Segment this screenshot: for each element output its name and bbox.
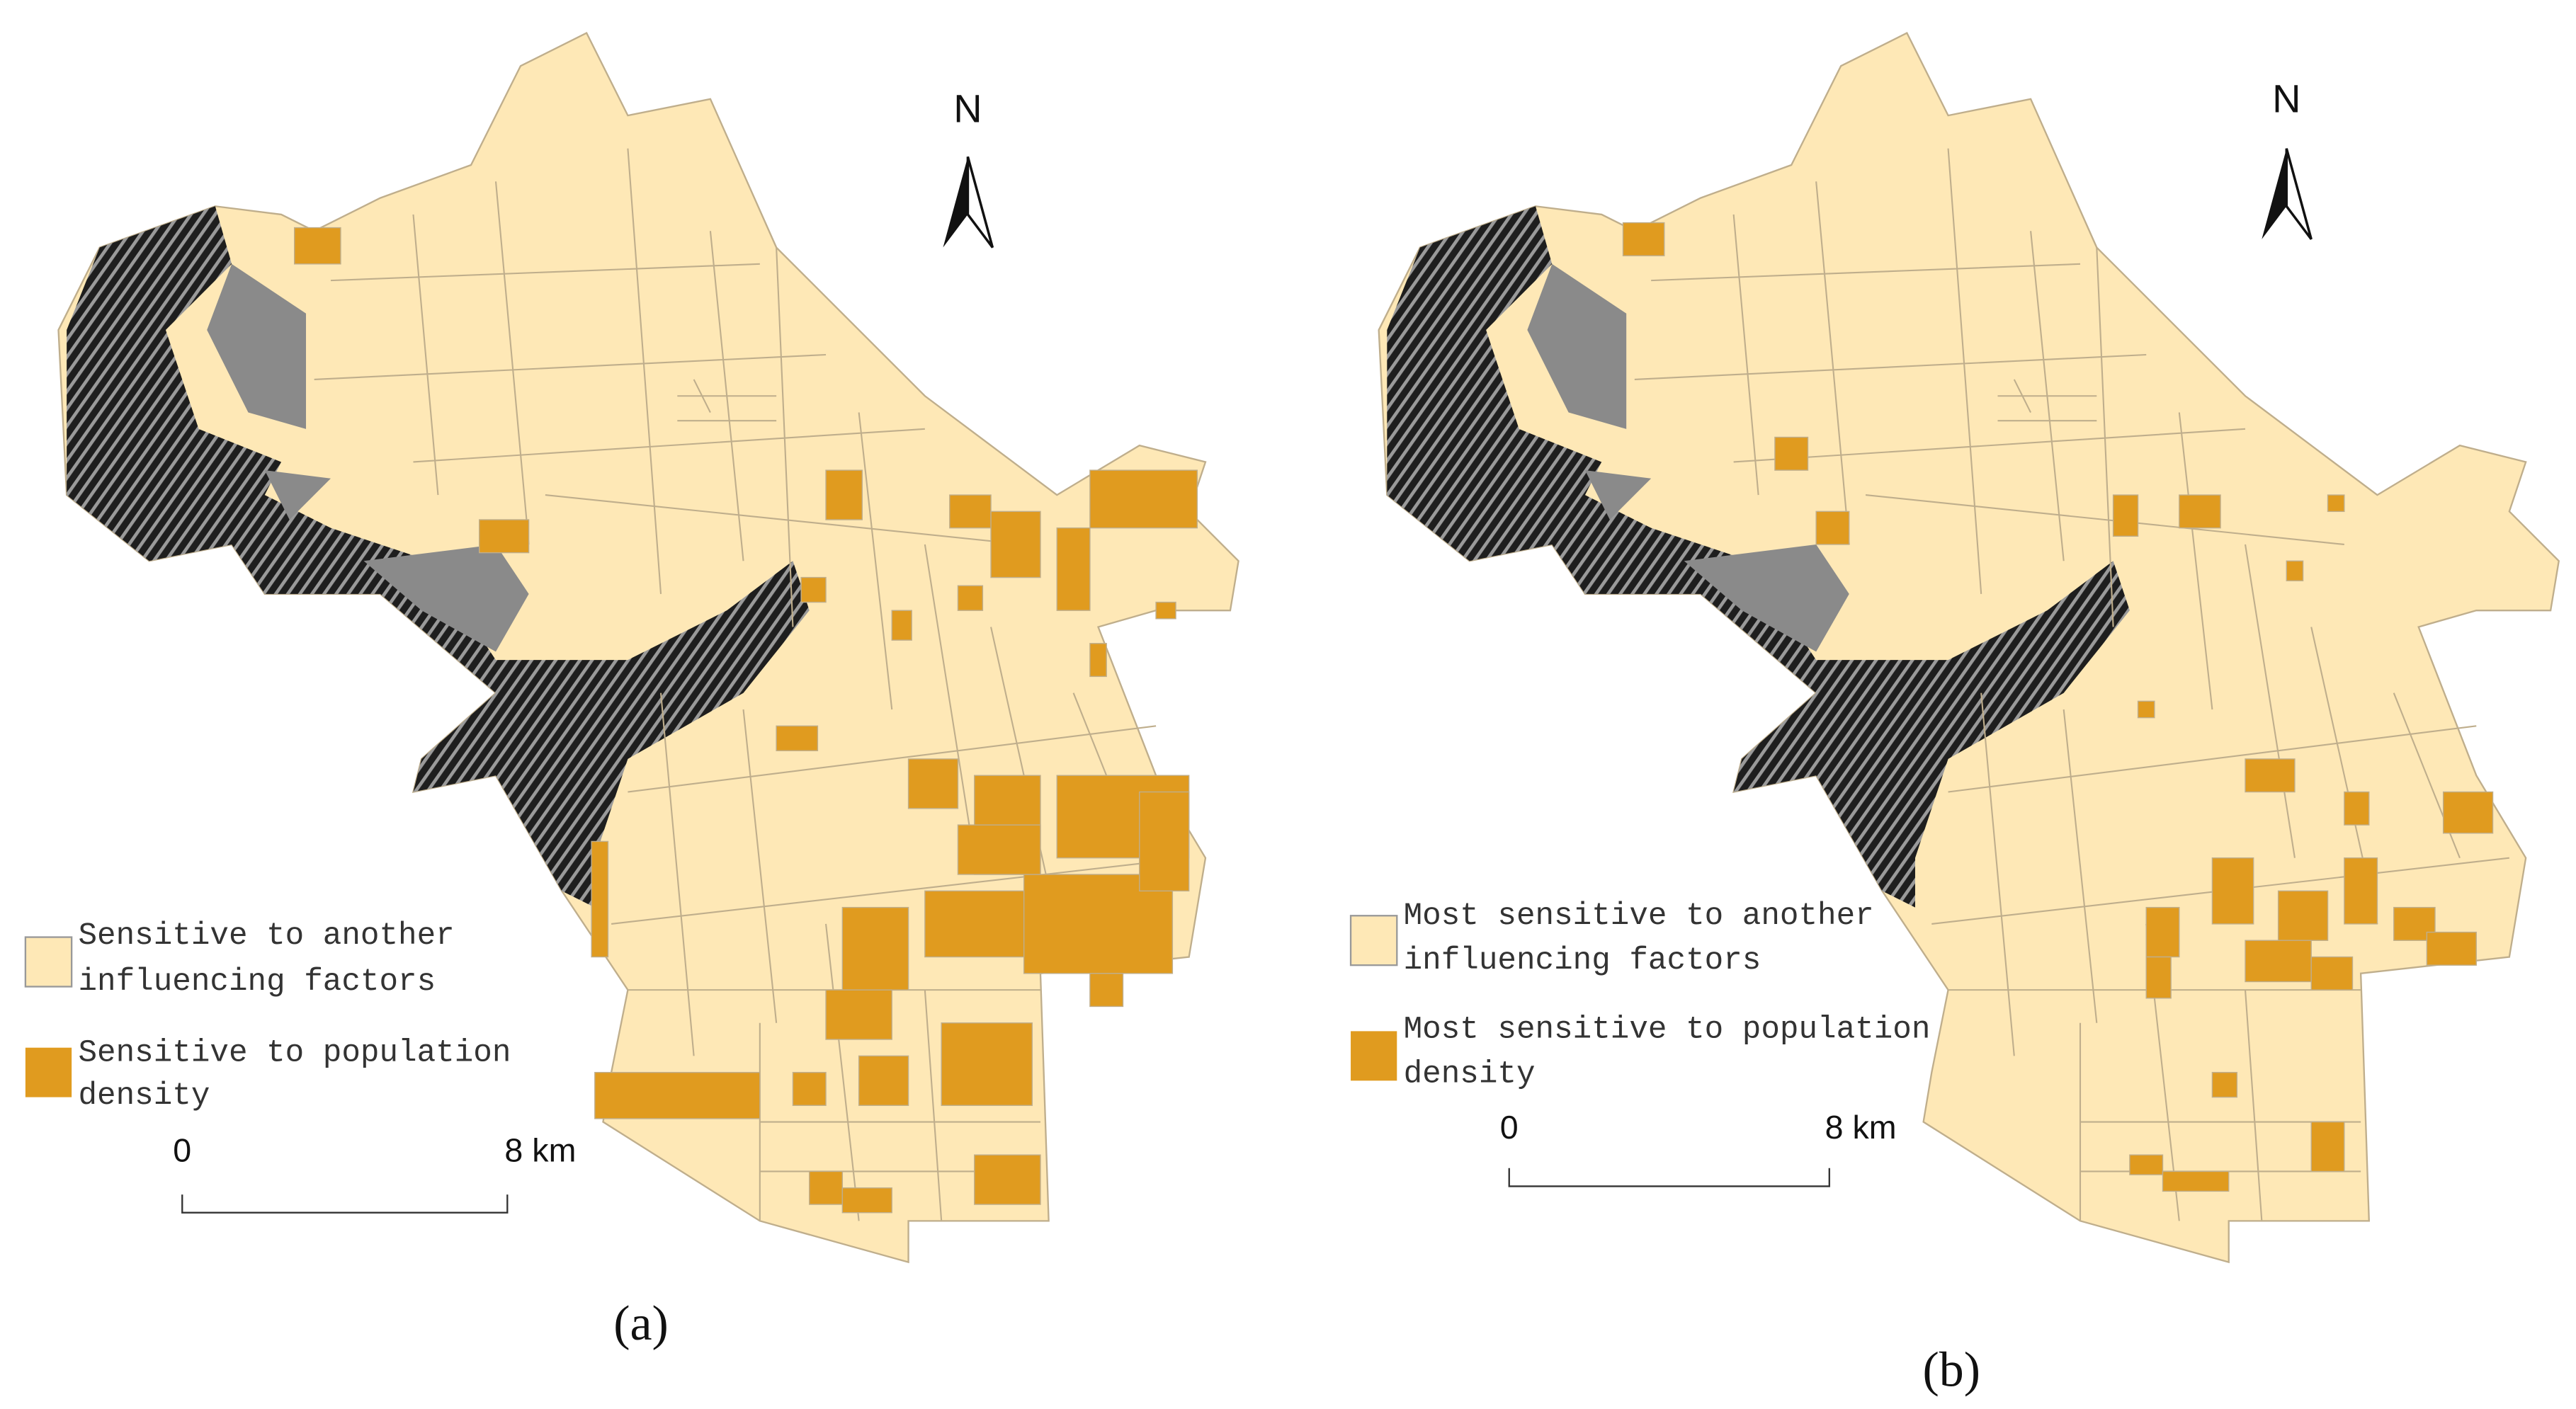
legend-text: Sensitive to another xyxy=(78,918,454,954)
panel-a: N Sensitive to another influencing facto… xyxy=(24,32,1239,1351)
scale-label: 0 xyxy=(1500,1109,1519,1146)
scale-label: 0 xyxy=(173,1131,191,1168)
legend-text: influencing factors xyxy=(78,964,436,1000)
legend-swatch xyxy=(24,936,73,988)
population-patches xyxy=(294,227,1198,1214)
legend-text: Most sensitive to population xyxy=(1404,1012,1931,1048)
legend-text: density xyxy=(1404,1057,1536,1093)
scale-bar xyxy=(1508,1168,1830,1187)
scale-bar xyxy=(181,1194,509,1214)
map-base xyxy=(1378,32,2560,1263)
legend-text: density xyxy=(78,1078,210,1114)
legend-text: Most sensitive to another xyxy=(1404,899,1874,934)
north-label: N xyxy=(953,86,982,130)
scale-label: 8 km xyxy=(504,1131,576,1168)
legend-swatch xyxy=(1349,915,1398,966)
north-label: N xyxy=(2272,76,2300,120)
north-arrow xyxy=(2260,147,2313,241)
legend-swatch xyxy=(25,1047,72,1097)
population-patches xyxy=(1622,222,2494,1192)
north-arrow xyxy=(941,155,994,249)
scale-label: 8 km xyxy=(1825,1109,1897,1146)
legend-swatch xyxy=(1351,1031,1397,1081)
caption: (b) xyxy=(1922,1342,1980,1397)
legend-text: Sensitive to population xyxy=(78,1035,511,1071)
legend-text: influencing factors xyxy=(1404,943,1761,979)
panel-b: N Most sensitive to another influencing … xyxy=(1349,32,2560,1397)
caption: (a) xyxy=(613,1296,669,1351)
